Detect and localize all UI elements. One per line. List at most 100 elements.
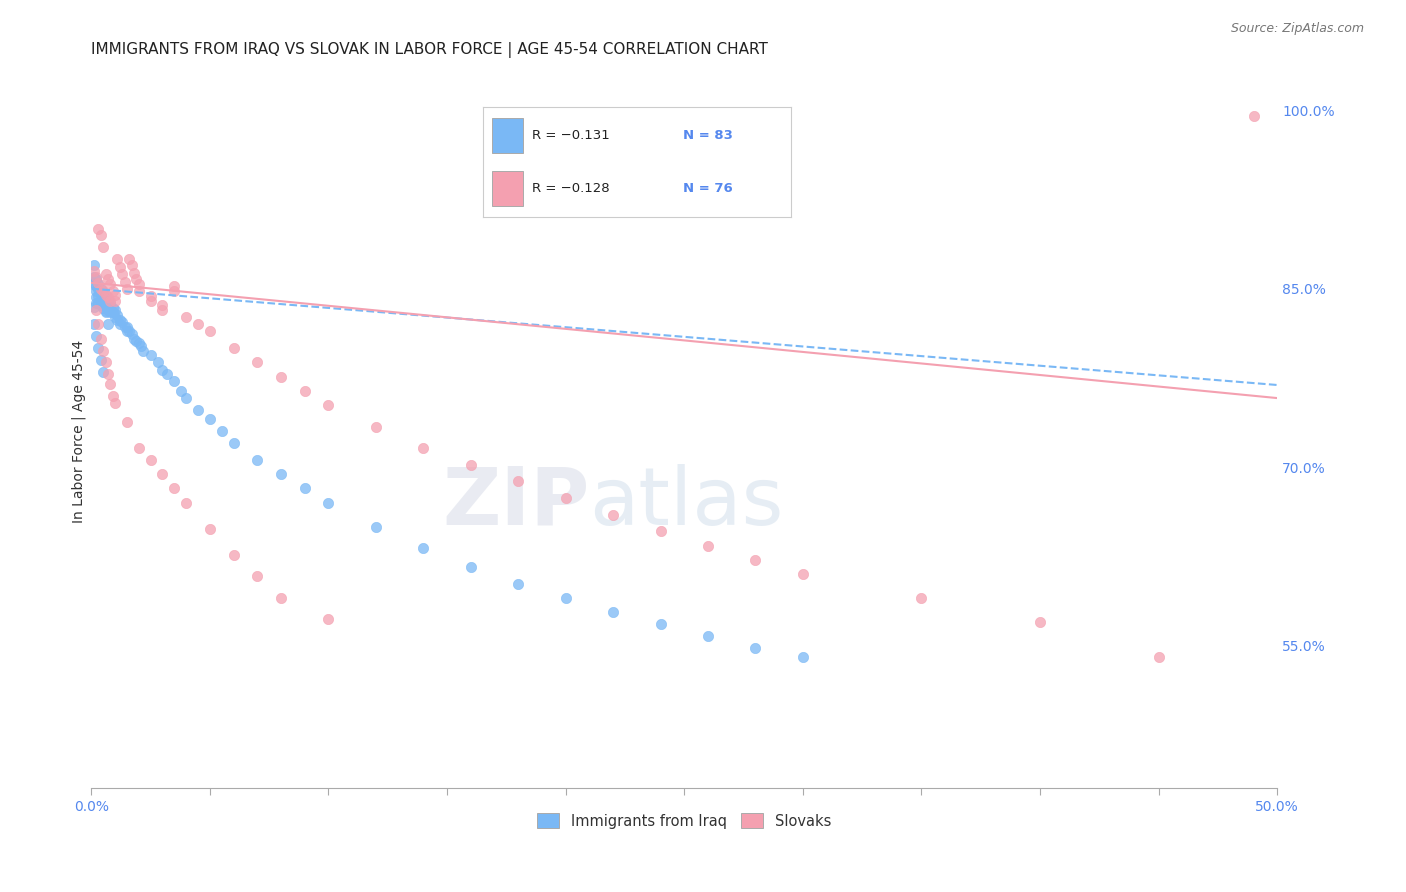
Point <box>139 289 162 303</box>
Point <box>115 282 138 296</box>
Point <box>152 303 174 318</box>
Point <box>697 629 720 643</box>
Point <box>115 415 138 429</box>
Point <box>97 290 120 304</box>
Point <box>211 425 233 439</box>
Point <box>792 567 814 582</box>
Text: atlas: atlas <box>589 464 783 541</box>
Point <box>97 303 120 318</box>
Point <box>91 240 114 254</box>
Point <box>118 252 141 266</box>
Point <box>84 296 107 310</box>
Point <box>90 228 112 243</box>
Point <box>97 318 120 332</box>
Y-axis label: In Labor Force | Age 45-54: In Labor Force | Age 45-54 <box>72 340 86 523</box>
Point <box>87 277 110 291</box>
Point <box>91 343 114 358</box>
Point <box>101 389 124 403</box>
Point <box>84 303 107 318</box>
Point <box>97 293 120 308</box>
Point <box>602 605 624 619</box>
Point <box>90 332 112 346</box>
Point <box>84 269 107 284</box>
Point <box>744 640 766 655</box>
Point <box>105 252 128 266</box>
Point <box>91 301 114 315</box>
Text: Source: ZipAtlas.com: Source: ZipAtlas.com <box>1230 22 1364 36</box>
Point <box>198 412 221 426</box>
Point <box>222 436 245 450</box>
Point <box>364 519 387 533</box>
Point <box>744 553 766 567</box>
Point <box>91 296 114 310</box>
Point <box>152 467 174 482</box>
Point <box>1029 615 1052 629</box>
Point <box>90 298 112 312</box>
Point <box>121 326 143 341</box>
Point <box>83 276 105 290</box>
Point <box>294 384 316 398</box>
Point <box>84 284 107 298</box>
Point <box>98 376 121 391</box>
Point <box>174 391 197 405</box>
Point <box>246 355 269 369</box>
Point <box>412 441 434 455</box>
Point <box>125 272 148 286</box>
Point <box>650 524 672 539</box>
Point <box>90 293 112 308</box>
Point <box>84 279 107 293</box>
Point <box>97 272 120 286</box>
Point <box>128 277 150 291</box>
Point <box>90 353 112 368</box>
Point <box>91 285 114 300</box>
Point <box>105 308 128 322</box>
Point <box>650 617 672 632</box>
Point <box>94 304 117 318</box>
Point <box>460 458 482 472</box>
Point <box>114 319 136 334</box>
Point <box>318 398 340 412</box>
Point <box>83 258 105 272</box>
Point <box>270 467 292 482</box>
Point <box>163 375 186 389</box>
Point <box>114 275 136 289</box>
Point <box>198 325 221 339</box>
Point <box>104 287 127 301</box>
Point <box>121 258 143 272</box>
Point <box>128 336 150 351</box>
Point <box>87 282 110 296</box>
Point <box>98 305 121 319</box>
Point <box>91 284 114 298</box>
Point <box>222 341 245 355</box>
Point <box>364 419 387 434</box>
Point <box>101 301 124 315</box>
Point <box>94 293 117 308</box>
Point <box>128 441 150 455</box>
Point <box>152 298 174 312</box>
Point <box>222 548 245 562</box>
Point <box>139 453 162 467</box>
Point <box>508 576 530 591</box>
Point <box>91 365 114 379</box>
Point <box>1147 650 1170 665</box>
Point <box>187 403 209 417</box>
Point <box>118 325 141 339</box>
Point <box>792 650 814 665</box>
Point <box>187 318 209 332</box>
Point <box>697 539 720 553</box>
Point <box>1243 109 1265 123</box>
Point <box>83 318 105 332</box>
Point <box>101 284 124 298</box>
Point <box>246 453 269 467</box>
Point <box>111 315 134 329</box>
Point <box>270 369 292 384</box>
Point <box>87 289 110 303</box>
Point <box>108 318 131 332</box>
Point <box>108 312 131 326</box>
Point <box>115 319 138 334</box>
Point <box>156 368 179 382</box>
Point <box>146 355 169 369</box>
Point <box>108 260 131 275</box>
Point <box>318 496 340 510</box>
Point <box>83 264 105 278</box>
